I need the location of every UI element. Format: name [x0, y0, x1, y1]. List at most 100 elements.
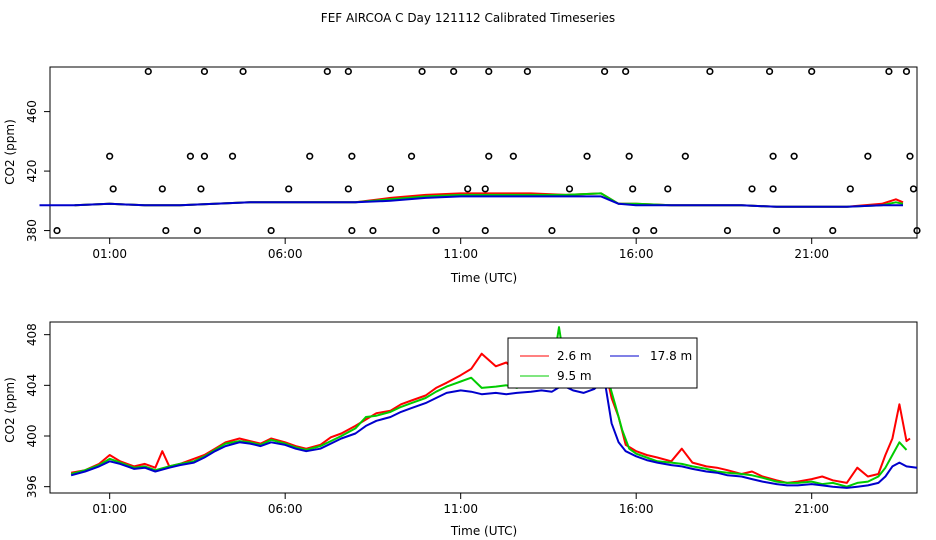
top-y-label: CO2 (ppm)	[3, 119, 17, 185]
calibration-point	[106, 152, 114, 160]
calibration-point	[864, 152, 872, 160]
x-tick-label-11-00: 11:00	[443, 502, 478, 516]
calibration-point	[162, 226, 170, 235]
calibration-point	[583, 152, 591, 160]
calibration-point	[485, 152, 493, 160]
calibration-point	[481, 226, 489, 235]
top-calibration-points	[53, 67, 921, 235]
calibration-point	[228, 152, 237, 160]
calibration-point	[913, 226, 921, 235]
y-tick-label-404: 404	[25, 374, 39, 397]
top-series-lines	[39, 192, 904, 208]
legend-label-9-5m: 9.5 m	[557, 369, 592, 383]
calibration-point	[765, 67, 774, 76]
y-tick-label-460: 460	[25, 100, 39, 123]
calibration-point	[909, 185, 918, 193]
legend: 2.6 m 9.5 m 17.8 m	[507, 337, 698, 389]
calibration-point	[344, 185, 352, 193]
calibration-point	[664, 185, 672, 193]
x-tick-label-11-00: 11:00	[443, 247, 478, 261]
legend-label-2-6m: 2.6 m	[557, 349, 592, 363]
calibration-point	[109, 185, 117, 193]
calibration-point	[523, 67, 531, 76]
calibration-point	[769, 152, 777, 160]
bottom-plot-frame	[49, 321, 918, 494]
bottom-x-label: Time (UTC)	[450, 524, 517, 538]
y-tick-label-408: 408	[25, 323, 39, 346]
top-panel: 380 420 460 01:00 06:00 11:00 16:00 21:00 Time…	[3, 66, 921, 285]
calibration-point	[808, 67, 816, 76]
y-tick-label-400: 400	[25, 425, 39, 448]
calibration-point	[622, 67, 630, 76]
x-tick-label-21-00: 21:00	[794, 502, 829, 516]
calibration-point	[706, 67, 714, 76]
calibration-point	[485, 67, 493, 76]
calibration-point	[200, 67, 209, 76]
calibration-point	[239, 67, 247, 76]
series-line-17-8-m	[70, 379, 918, 489]
calibration-point	[407, 152, 416, 160]
calibration-point	[509, 152, 517, 160]
calibration-point	[906, 152, 914, 160]
calibration-point	[386, 185, 395, 193]
calibration-point	[769, 185, 777, 193]
calibration-point	[186, 152, 195, 160]
calibration-point	[681, 152, 689, 160]
calibration-point	[748, 185, 756, 193]
bottom-y-label: CO2 (ppm)	[3, 377, 17, 443]
calibration-point	[267, 226, 275, 235]
x-tick-label-06-00: 06:00	[268, 247, 303, 261]
calibration-point	[629, 185, 637, 193]
figure-title: FEF AIRCOA C Day 121112 Calibrated Times…	[321, 11, 615, 25]
calibration-point	[432, 226, 440, 235]
series-line-2-6-m	[70, 352, 911, 484]
x-tick-label-01-00: 01:00	[92, 247, 127, 261]
calibration-point	[144, 67, 152, 76]
calibration-point	[548, 226, 556, 235]
bottom-x-axis: 01:00 06:00 11:00 16:00 21:00	[92, 493, 829, 516]
x-tick-label-06-00: 06:00	[268, 502, 303, 516]
x-tick-label-01-00: 01:00	[92, 502, 127, 516]
calibration-point	[723, 226, 732, 235]
top-y-axis: 380 420 460	[25, 100, 50, 242]
calibration-point	[53, 226, 61, 235]
calibration-point	[306, 152, 314, 160]
x-tick-label-16-00: 16:00	[619, 502, 654, 516]
calibration-point	[632, 226, 640, 235]
calibration-point	[200, 152, 209, 160]
calibration-point	[625, 152, 633, 160]
top-x-label: Time (UTC)	[450, 271, 517, 285]
legend-label-17-8m: 17.8 m	[650, 349, 692, 363]
calibration-point	[158, 185, 166, 193]
calibration-point	[829, 226, 837, 235]
calibration-point	[344, 67, 352, 76]
bottom-panel: 396 400 404 408 01:00 06:00 11:00 16:00 21:00 2…	[3, 321, 918, 538]
calibration-point	[348, 152, 356, 160]
calibration-point	[323, 67, 331, 76]
calibration-point	[369, 226, 377, 235]
y-tick-label-380: 380	[25, 219, 39, 242]
bottom-series-lines	[70, 326, 918, 489]
calibration-point	[790, 152, 798, 160]
x-tick-label-21-00: 21:00	[794, 247, 829, 261]
legend-box	[507, 337, 698, 389]
y-tick-label-396: 396	[25, 475, 39, 498]
calibration-point	[885, 67, 893, 76]
top-plot-frame	[49, 66, 918, 239]
series-line-17-8-m	[39, 195, 903, 208]
calibration-point	[846, 185, 854, 193]
calibration-point	[193, 226, 202, 235]
calibration-point	[902, 67, 911, 76]
calibration-point	[464, 185, 472, 193]
calibration-point	[418, 67, 426, 76]
calibration-point	[197, 185, 205, 193]
y-tick-label-420: 420	[25, 160, 39, 183]
calibration-point	[600, 67, 609, 76]
bottom-y-axis: 396 400 404 408	[25, 323, 50, 498]
calibration-point	[650, 226, 658, 235]
top-x-axis: 01:00 06:00 11:00 16:00 21:00	[92, 238, 829, 261]
x-tick-label-16-00: 16:00	[619, 247, 654, 261]
calibration-point	[285, 185, 293, 193]
calibration-point	[348, 226, 356, 235]
